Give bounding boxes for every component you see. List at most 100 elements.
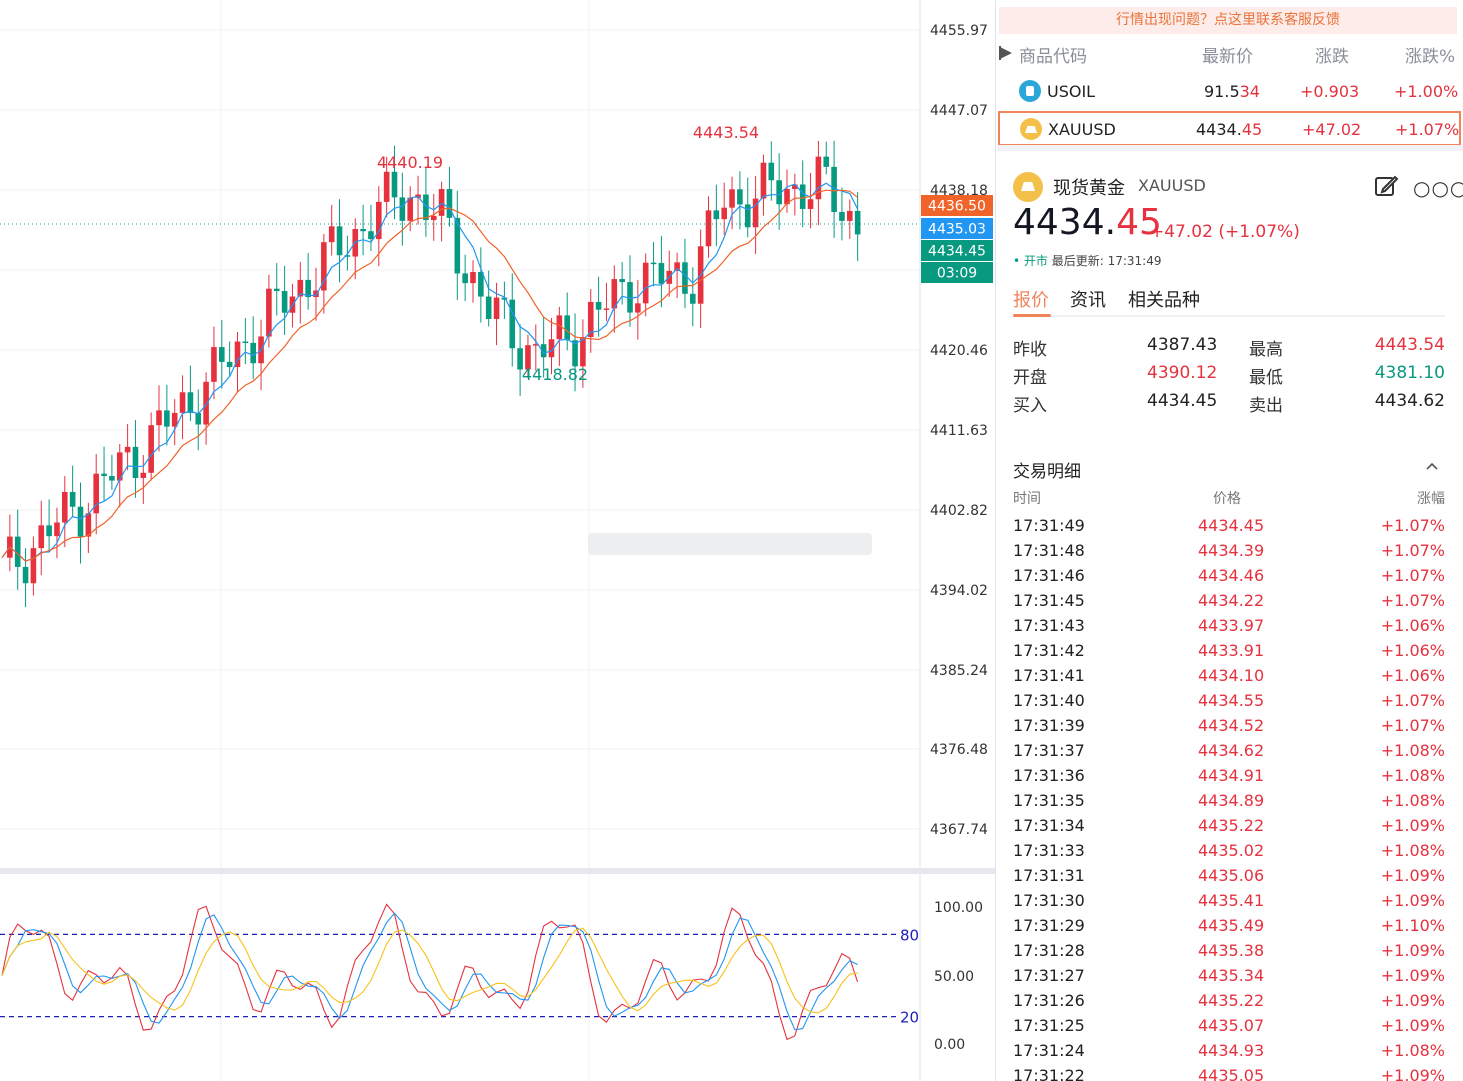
- trade-price: 4434.89: [1198, 791, 1265, 810]
- stat-label: 昨收: [1013, 340, 1047, 360]
- candle-up: [266, 288, 272, 337]
- stat-value: 4434.62: [1374, 391, 1445, 411]
- trade-time: 17:31:48: [1013, 541, 1085, 560]
- last-updated: 最后更新: 17:31:49: [1051, 254, 1162, 268]
- trade-row: 17:31:33 4435.02 +1.08%: [1013, 839, 1445, 864]
- candle-down: [501, 297, 508, 300]
- trade-time: 17:31:33: [1013, 841, 1085, 860]
- candle-up: [847, 210, 853, 221]
- candle-up: [203, 381, 209, 425]
- tab-related[interactable]: 相关品种: [1128, 290, 1200, 311]
- trade-price: 4435.05: [1198, 1066, 1265, 1081]
- price-chart[interactable]: 4455.97 4447.07 4438.18 4420.46 4411.63 4402.…: [0, 0, 995, 1081]
- candle-down: [77, 506, 84, 537]
- osc-level-label: 20: [900, 1009, 919, 1027]
- candle-up: [705, 210, 712, 247]
- candle-down: [273, 288, 280, 292]
- edit-icon[interactable]: [1373, 173, 1399, 199]
- panel-divider[interactable]: [995, 0, 996, 1081]
- price-frac: 45: [1116, 202, 1162, 243]
- candle-up: [674, 262, 680, 271]
- candle-down: [446, 189, 453, 218]
- price-int: 4434.: [1013, 202, 1117, 243]
- tab-quote[interactable]: 报价: [1013, 290, 1049, 311]
- trade-time: 17:31:49: [1013, 516, 1085, 535]
- feedback-notice[interactable]: 行情出现问题？点这里联系客服反馈: [999, 7, 1457, 34]
- header-change-pct[interactable]: 涨跌%: [1405, 47, 1456, 67]
- trade-row: 17:31:36 4434.91 +1.08%: [1013, 764, 1445, 789]
- candle-down: [109, 476, 115, 481]
- ma-fast-line: [1, 182, 859, 562]
- stat-label: 最高: [1249, 340, 1283, 360]
- trade-change: +1.07%: [1380, 716, 1445, 735]
- candle-down: [132, 446, 139, 479]
- trades-list[interactable]: 17:31:49 4434.45 +1.07% 17:31:48 4434.39 +1.0…: [1013, 514, 1445, 1081]
- trade-row: 17:31:25 4435.07 +1.09%: [1013, 1014, 1445, 1039]
- change-pct: +1.00%: [1394, 82, 1459, 101]
- instrument-symbol: XAUUSD: [1138, 176, 1206, 195]
- header-time: 时间: [1013, 491, 1041, 507]
- price-tag-bg: [921, 195, 993, 216]
- candle-down: [658, 263, 665, 284]
- header-code[interactable]: 商品代码: [1019, 47, 1087, 67]
- header-change[interactable]: 涨跌: [1315, 47, 1349, 67]
- candle-down: [454, 217, 461, 274]
- trade-price: 4434.93: [1198, 1041, 1265, 1060]
- trade-change: +1.07%: [1380, 516, 1445, 535]
- trade-price: 4435.41: [1198, 891, 1265, 910]
- price-tag-bg: [921, 218, 993, 239]
- trade-row: 17:31:28 4435.38 +1.09%: [1013, 939, 1445, 964]
- candle-down: [595, 301, 602, 310]
- candle-up: [383, 171, 390, 202]
- trade-change: +1.08%: [1380, 841, 1445, 860]
- trade-price: 4434.55: [1198, 691, 1265, 710]
- candle-up: [556, 315, 563, 340]
- trade-time: 17:31:41: [1013, 666, 1085, 685]
- price-axis-label: 4376.48: [930, 742, 988, 758]
- trade-time: 17:31:28: [1013, 941, 1085, 960]
- header-last[interactable]: 最新价: [1202, 47, 1253, 67]
- candle-up: [792, 184, 798, 190]
- candle-up: [30, 548, 37, 584]
- candle-down: [737, 189, 743, 205]
- trade-time: 17:31:34: [1013, 816, 1085, 835]
- candle-down: [22, 566, 29, 584]
- candle-up: [156, 410, 162, 426]
- chart-canvas[interactable]: 4455.974447.074438.184420.464411.634402.…: [0, 0, 995, 1081]
- trade-row: 17:31:29 4435.49 +1.10%: [1013, 914, 1445, 939]
- trade-row: 17:31:41 4434.10 +1.06%: [1013, 664, 1445, 689]
- trade-change: +1.07%: [1380, 541, 1445, 560]
- more-icon[interactable]: ○○○: [1413, 176, 1463, 200]
- candle-up: [54, 522, 60, 537]
- watchlist-row-xauusd[interactable]: XAUUSD 4434.45 +47.02 +1.07%: [998, 111, 1461, 146]
- trades-title: 交易明细: [1013, 462, 1081, 482]
- candle-up: [587, 301, 594, 338]
- trade-row: 17:31:39 4434.52 +1.07%: [1013, 714, 1445, 739]
- candle-up: [38, 525, 45, 549]
- trade-price: 4434.46: [1198, 566, 1265, 585]
- price-tag-bg: [921, 262, 993, 283]
- trade-price: 4435.07: [1198, 1016, 1265, 1035]
- watermark-blur: [588, 533, 872, 555]
- candle-up: [493, 297, 500, 320]
- stat-label: 最低: [1249, 368, 1283, 388]
- trade-time: 17:31:35: [1013, 791, 1085, 810]
- candle-up: [760, 162, 767, 199]
- chevron-up-icon[interactable]: [1424, 458, 1440, 474]
- watchlist-row-usoil[interactable]: USOIL 91.534 +0.903 +1.00%: [997, 74, 1460, 108]
- open-status: • 开市: [1013, 254, 1048, 268]
- trade-price: 4434.91: [1198, 766, 1265, 785]
- candle-down: [540, 344, 547, 358]
- candle-down: [650, 262, 657, 265]
- tab-news[interactable]: 资讯: [1070, 290, 1106, 311]
- stat-label: 买入: [1013, 396, 1047, 416]
- candle-down: [799, 184, 806, 209]
- candle-up: [533, 344, 539, 346]
- candle-up: [438, 189, 445, 216]
- gold-icon: [1013, 172, 1043, 202]
- flag-icon[interactable]: [999, 46, 1013, 60]
- price-tag: 03:09: [937, 266, 977, 282]
- trade-price: 4434.39: [1198, 541, 1265, 560]
- trade-row: 17:31:46 4434.46 +1.07%: [1013, 564, 1445, 589]
